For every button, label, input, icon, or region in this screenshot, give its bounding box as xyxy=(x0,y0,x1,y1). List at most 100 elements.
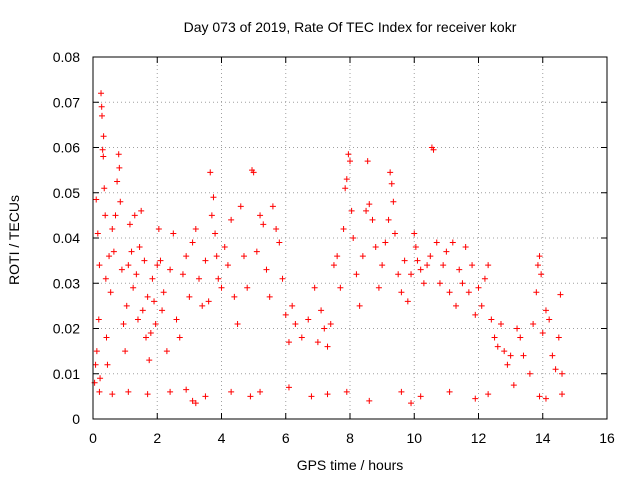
data-point xyxy=(228,388,235,395)
data-point xyxy=(375,284,382,291)
data-point xyxy=(141,257,148,264)
data-point xyxy=(107,289,114,296)
data-point xyxy=(154,262,161,269)
data-point xyxy=(542,307,549,314)
y-tick-label: 0.03 xyxy=(53,275,80,291)
data-point xyxy=(213,253,220,260)
data-point xyxy=(96,262,103,269)
data-point xyxy=(552,366,559,373)
data-point xyxy=(420,280,427,287)
data-point xyxy=(183,253,190,260)
data-point xyxy=(189,239,196,246)
data-point xyxy=(446,289,453,296)
data-point xyxy=(390,198,397,205)
data-point xyxy=(324,391,331,398)
data-point xyxy=(130,284,137,291)
data-point xyxy=(117,198,124,205)
data-point xyxy=(534,262,541,269)
data-point xyxy=(469,262,476,269)
data-point xyxy=(398,388,405,395)
y-axis-label: ROTI / TECUs xyxy=(6,195,22,285)
data-point xyxy=(538,271,545,278)
data-point xyxy=(417,266,424,273)
data-point xyxy=(170,230,177,237)
data-point xyxy=(139,307,146,314)
data-point xyxy=(330,262,337,269)
data-point xyxy=(133,271,140,278)
data-point xyxy=(488,316,495,323)
data-points xyxy=(91,90,566,407)
data-point xyxy=(443,248,450,255)
data-point xyxy=(324,343,331,350)
data-point xyxy=(244,284,251,291)
data-point xyxy=(520,352,527,359)
data-point xyxy=(542,395,549,402)
data-point xyxy=(240,253,247,260)
data-point xyxy=(144,391,151,398)
data-point xyxy=(138,207,145,214)
y-tick-label: 0.02 xyxy=(53,321,80,337)
data-point xyxy=(157,257,164,264)
data-point xyxy=(263,266,270,273)
data-point xyxy=(96,388,103,395)
data-point xyxy=(388,180,395,187)
data-point xyxy=(417,393,424,400)
data-point xyxy=(163,348,170,355)
data-point xyxy=(507,352,514,359)
data-point xyxy=(116,164,123,171)
data-point xyxy=(231,293,238,300)
data-point xyxy=(94,230,101,237)
data-point xyxy=(207,169,214,176)
grid-lines xyxy=(93,57,607,419)
x-tick-label: 4 xyxy=(218,430,226,446)
data-point xyxy=(92,361,99,368)
data-point xyxy=(446,388,453,395)
data-point xyxy=(97,375,104,382)
data-point xyxy=(100,153,107,160)
data-point xyxy=(98,90,105,97)
data-point xyxy=(382,239,389,246)
data-point xyxy=(557,291,564,298)
data-point xyxy=(308,393,315,400)
data-point xyxy=(485,391,492,398)
data-point xyxy=(260,221,267,228)
data-point xyxy=(210,194,217,201)
data-point xyxy=(385,216,392,223)
data-point xyxy=(102,212,109,219)
data-point xyxy=(494,343,501,350)
data-point xyxy=(559,370,566,377)
data-point xyxy=(215,275,222,282)
data-point xyxy=(228,216,235,223)
data-point xyxy=(395,271,402,278)
data-point xyxy=(104,361,111,368)
data-point xyxy=(353,271,360,278)
data-point xyxy=(427,253,434,260)
data-point xyxy=(412,244,419,251)
data-point xyxy=(327,320,334,327)
data-point xyxy=(93,348,100,355)
data-point xyxy=(401,257,408,264)
data-point xyxy=(356,302,363,309)
data-point xyxy=(430,146,437,153)
data-point xyxy=(546,316,553,323)
data-point xyxy=(155,225,162,232)
data-point xyxy=(183,386,190,393)
x-tick-label: 12 xyxy=(471,430,487,446)
data-point xyxy=(363,207,370,214)
data-point xyxy=(411,230,418,237)
data-point xyxy=(202,257,209,264)
data-point xyxy=(93,196,100,203)
data-point xyxy=(212,230,219,237)
data-point xyxy=(526,370,533,377)
data-point xyxy=(311,284,318,291)
data-point xyxy=(497,320,504,327)
data-point xyxy=(276,239,283,246)
x-tick-label: 8 xyxy=(346,430,354,446)
x-tick-label: 16 xyxy=(599,430,615,446)
data-point xyxy=(247,393,254,400)
data-point xyxy=(147,330,154,337)
data-point xyxy=(391,230,398,237)
data-point xyxy=(481,275,488,282)
y-tick-label: 0.01 xyxy=(53,366,80,382)
